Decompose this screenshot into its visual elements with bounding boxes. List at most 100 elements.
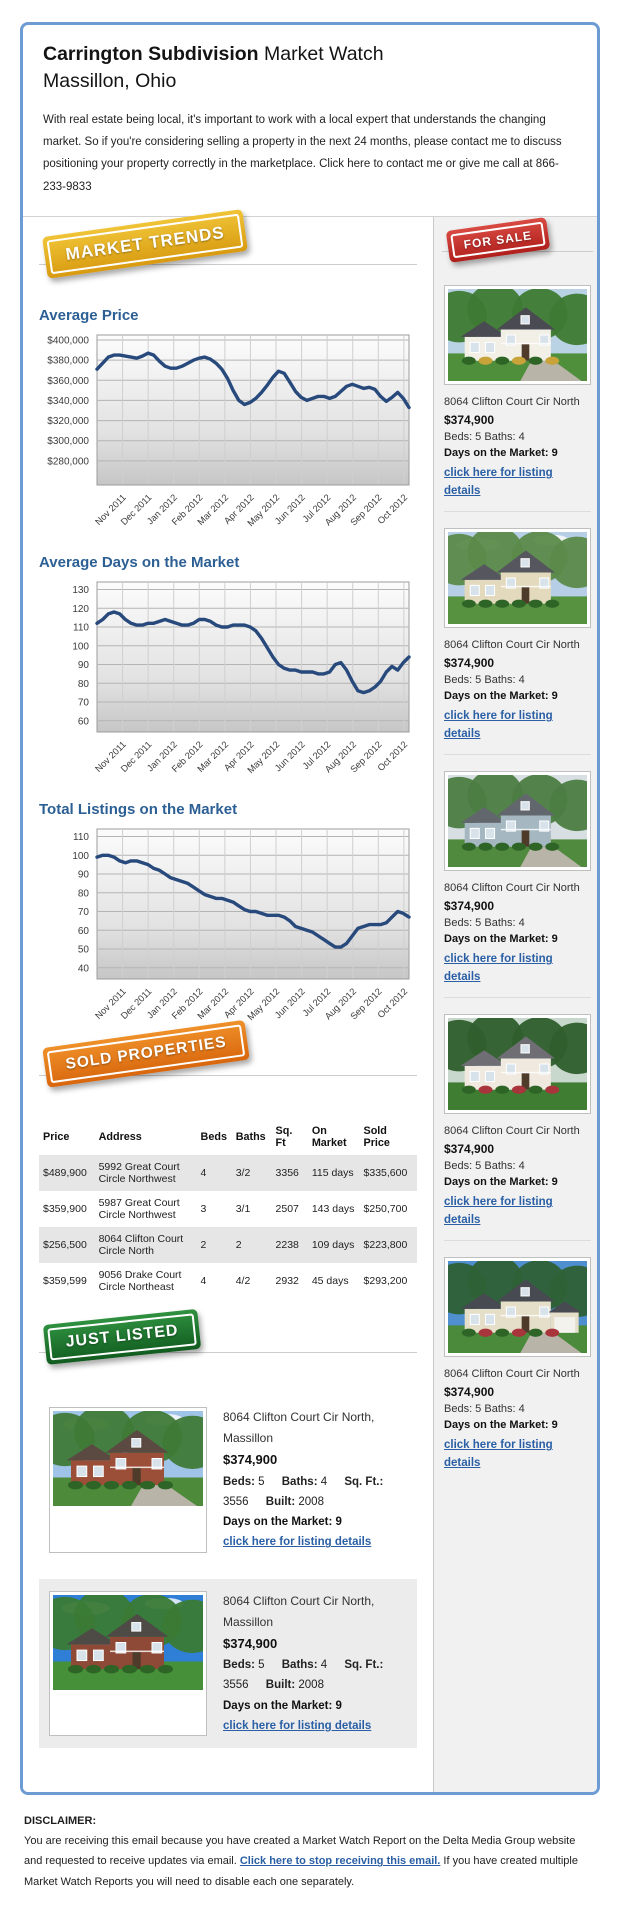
- listing-photo[interactable]: [35, 1588, 223, 1736]
- disclaimer-label: DISCLAIMER:: [24, 1814, 97, 1827]
- listing-photo[interactable]: [431, 526, 597, 629]
- listing-details-link[interactable]: click here for listing details: [444, 710, 553, 741]
- svg-text:60: 60: [78, 717, 90, 728]
- listing-details-link[interactable]: click here for listing details: [223, 1719, 372, 1732]
- unsubscribe-link[interactable]: Click here to stop receiving this email.: [239, 1855, 441, 1868]
- house-photo-illustration: [431, 526, 597, 625]
- listing-price: $374,900: [444, 655, 495, 670]
- svg-text:$400,000: $400,000: [47, 336, 89, 347]
- disclaimer: DISCLAIMER: You are receiving this email…: [0, 1795, 620, 1918]
- listing-address: 8064 Clifton Court Cir North, Massillon: [223, 1410, 375, 1446]
- cell-sqft: 2238: [271, 1227, 308, 1264]
- for-sale-listing: 8064 Clifton Court Cir North $374,900 Be…: [431, 526, 597, 756]
- content-row: MARKET TRENDS Average Price $400,000 $380…: [23, 209, 597, 1792]
- svg-text:80: 80: [78, 679, 90, 690]
- svg-text:50: 50: [78, 945, 90, 956]
- listing-photo[interactable]: [431, 1012, 597, 1115]
- listing-days-on-market: Days on the Market: 9: [223, 1699, 342, 1712]
- listing-address: 8064 Clifton Court Cir North: [444, 396, 580, 409]
- baths-value: 4: [317, 1659, 328, 1672]
- listing-details-link[interactable]: click here for listing details: [223, 1536, 372, 1549]
- cell-on-market: 109 days: [307, 1227, 360, 1264]
- for-sale-sidebar: FOR SALE 8064 Clifton Court Cir North $3…: [431, 217, 597, 1792]
- intro-paragraph: With real estate being local, it's impor…: [43, 113, 562, 193]
- house-photo-illustration: [431, 1255, 597, 1354]
- average-days-heading: Average Days on the Market: [39, 554, 240, 572]
- listing-details-link[interactable]: click here for listing details: [444, 953, 553, 984]
- listing-details-link[interactable]: click here for listing details: [444, 1196, 553, 1227]
- listing-address: 8064 Clifton Court Cir North: [444, 1125, 580, 1138]
- svg-text:100: 100: [72, 851, 89, 862]
- col-baths: Baths: [235, 1131, 266, 1144]
- listing-photo[interactable]: [35, 1405, 223, 1553]
- just-listed-text: 8064 Clifton Court Cir North, Massillon …: [223, 1591, 407, 1736]
- total-listings-heading: Total Listings on the Market: [39, 801, 238, 819]
- page-title: Carrington Subdivision Market Watch Mass…: [43, 41, 577, 96]
- average-price-chart-block: Average Price $400,000 $380,000 $360,000 $3…: [39, 307, 417, 542]
- cell-baths: 3/2: [231, 1155, 272, 1192]
- average-days-chart-block: Average Days on the Market 130 120 110 100 9…: [39, 554, 417, 789]
- listing-days-on-market: Days on the Market: 9: [444, 933, 558, 946]
- listing-beds-baths: Beds: 5 Baths: 4: [444, 673, 525, 686]
- cell-sold-price: $293,200: [363, 1275, 408, 1288]
- house-photo-illustration: [431, 769, 597, 868]
- listing-photo[interactable]: [431, 769, 597, 872]
- svg-text:$300,000: $300,000: [47, 436, 89, 447]
- main-column: MARKET TRENDS Average Price $400,000 $380…: [23, 209, 433, 1792]
- beds-value: 5: [254, 1476, 265, 1489]
- svg-text:$340,000: $340,000: [47, 396, 89, 407]
- beds-label: Beds:: [223, 1476, 255, 1489]
- listing-address: 8064 Clifton Court Cir North, Massillon: [223, 1593, 375, 1629]
- house-photo-illustration: [35, 1588, 223, 1690]
- cell-on-market: 143 days: [311, 1203, 355, 1216]
- svg-text:110: 110: [73, 623, 89, 634]
- market-trends-badge-label: MARKET TRENDS: [46, 213, 244, 275]
- listing-specs: Beds: 5 Baths: 4 Sq. Ft.: 3556 Built: 20…: [223, 1655, 407, 1695]
- svg-text:$360,000: $360,000: [47, 376, 89, 387]
- just-listed-badge-row: JUST LISTED: [39, 1309, 417, 1383]
- for-sale-badge-row: FOR SALE: [442, 217, 593, 275]
- cell-beds: 4: [196, 1155, 232, 1192]
- cell-price: $359,900: [43, 1203, 87, 1216]
- col-on-market: On Market: [311, 1125, 347, 1150]
- sqft-label: Sq. Ft.:: [344, 1659, 384, 1672]
- cell-price: $489,900: [39, 1155, 95, 1192]
- listing-address: 8064 Clifton Court Cir North: [444, 639, 580, 652]
- report-frame: Carrington Subdivision Market Watch Mass…: [20, 22, 600, 1795]
- svg-text:60: 60: [78, 926, 90, 937]
- cell-beds: 3: [200, 1203, 207, 1216]
- listing-price: $374,900: [444, 898, 495, 913]
- listing-price: $374,900: [444, 1141, 495, 1156]
- listing-beds-baths: Beds: 5 Baths: 4: [444, 1159, 525, 1172]
- just-listed-badge: JUST LISTED: [42, 1309, 202, 1366]
- house-photo-illustration: [431, 283, 597, 382]
- total-listings-chart-block: Total Listings on the Market 110 100 90 80 7…: [39, 801, 417, 1036]
- listing-details-link[interactable]: click here for listing details: [444, 1439, 553, 1470]
- listing-details-link[interactable]: click here for listing details: [444, 467, 553, 498]
- sold-table-header-row: Price Address Beds Baths Sq. Ft On Marke…: [39, 1118, 417, 1155]
- sold-properties-table: Price Address Beds Baths Sq. Ft On Marke…: [39, 1118, 417, 1299]
- svg-text:110: 110: [73, 832, 89, 843]
- cell-on-market: 45 days: [311, 1275, 349, 1288]
- sold-properties-badge-row: SOLD PROPERTIES: [39, 1020, 417, 1106]
- market-trends-badge-row: MARKET TRENDS: [39, 209, 417, 295]
- listing-photo[interactable]: [431, 283, 597, 386]
- for-sale-listing: 8064 Clifton Court Cir North $374,900 Be…: [431, 1012, 597, 1242]
- col-address: Address: [98, 1131, 142, 1144]
- cell-baths: 4/2: [235, 1275, 251, 1288]
- cell-sold-price: $335,600: [359, 1155, 417, 1192]
- svg-text:80: 80: [78, 889, 90, 900]
- svg-text:120: 120: [72, 604, 89, 615]
- built-value: 2008: [295, 1496, 324, 1509]
- col-price: Price: [43, 1131, 70, 1144]
- title-suffix: Market Watch: [258, 43, 384, 65]
- svg-text:90: 90: [78, 660, 90, 671]
- table-row: $359,900 5987 Great Court Circle Northwe…: [39, 1191, 417, 1227]
- col-beds: Beds: [200, 1131, 227, 1144]
- listing-photo[interactable]: [431, 1255, 597, 1358]
- col-sqft: Sq. Ft: [275, 1125, 293, 1150]
- cell-on-market: 115 days: [307, 1155, 360, 1192]
- for-sale-badge: FOR SALE: [445, 217, 550, 264]
- svg-text:90: 90: [78, 870, 90, 881]
